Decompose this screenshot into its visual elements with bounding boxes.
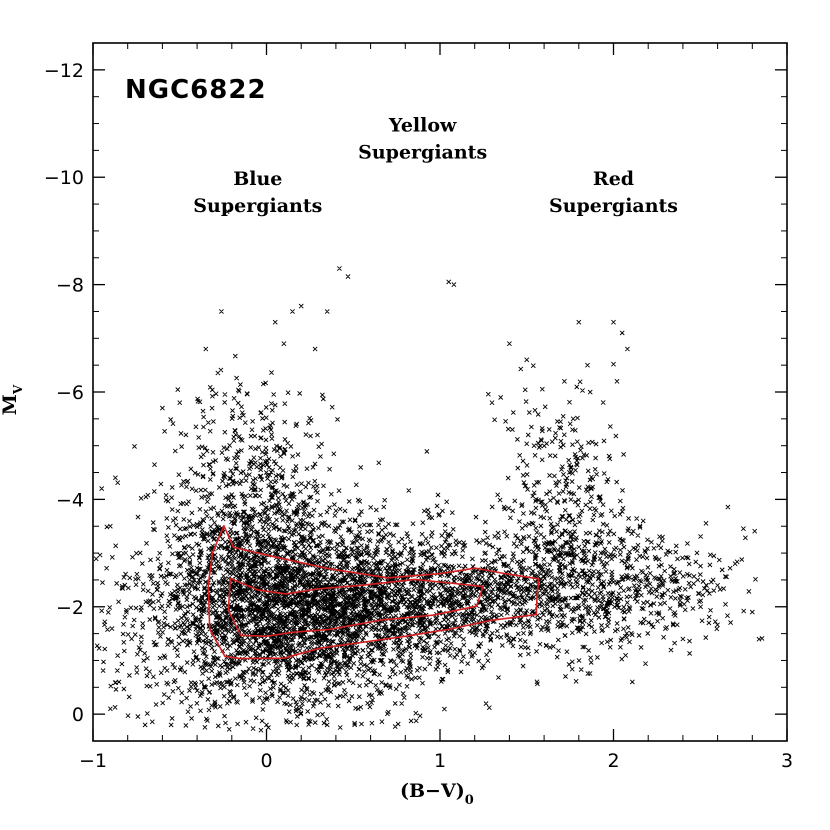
x-tick-label: 2 — [607, 750, 619, 772]
x-axis-label-subscript: 0 — [465, 793, 474, 808]
y-axis-label: MV — [0, 384, 25, 415]
y-tick-label: −4 — [56, 489, 84, 511]
x-tick-label: 1 — [434, 750, 446, 772]
density-contour-inner — [227, 577, 484, 638]
x-axis-label: (B−V)0 — [400, 780, 474, 808]
annotation-line1: Blue — [233, 168, 282, 190]
scatter-markers — [93, 209, 765, 733]
annotation-line2: Supergiants — [549, 195, 678, 217]
density-contours — [207, 525, 540, 660]
y-tick-label: −10 — [44, 167, 84, 189]
y-axis-label-main: M — [0, 394, 21, 415]
annotations: Blue Supergiants Yellow Supergiants Red Super… — [193, 114, 678, 217]
annotation-line1: Yellow — [388, 114, 457, 136]
y-tick-label: −8 — [56, 275, 84, 297]
annotation-line1: Red — [593, 168, 634, 190]
x-axis-label-main: (B−V) — [400, 780, 465, 802]
chart-title: NGC6822 — [125, 75, 267, 105]
annotation-line2: Supergiants — [358, 141, 487, 163]
y-axis-label-subscript: V — [11, 384, 25, 395]
y-tick-label: −12 — [44, 60, 84, 82]
scatter-points — [93, 209, 765, 733]
y-tick-label: −2 — [56, 597, 84, 619]
density-contour-outer — [207, 525, 540, 660]
annotation-line2: Supergiants — [193, 195, 322, 217]
x-tick-label: −1 — [79, 750, 107, 772]
x-tick-label: 0 — [260, 750, 272, 772]
axis-ticks: −1 0 1 2 3−12−10−8−6−4−20 — [44, 42, 793, 772]
y-tick-label: 0 — [72, 704, 84, 726]
x-tick-label: 3 — [781, 750, 793, 772]
y-tick-label: −6 — [56, 382, 84, 404]
